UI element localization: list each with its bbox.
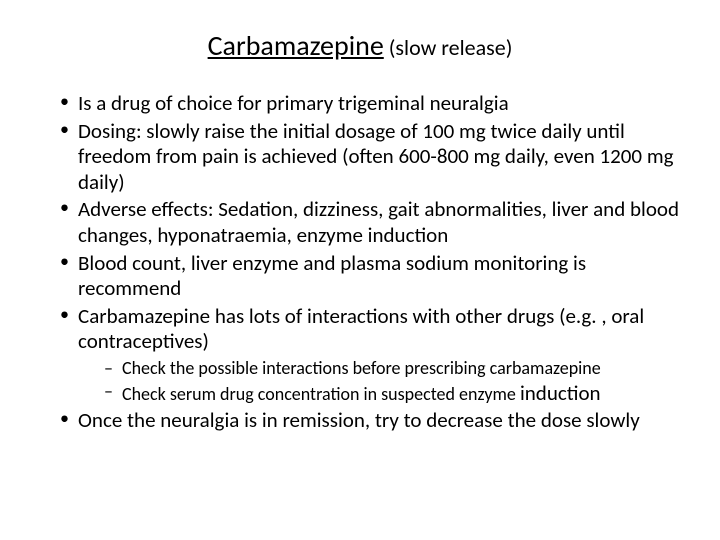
list-item: Adverse effects: Sedation, dizziness, ga…: [60, 197, 682, 248]
bullet-text: Blood count, liver enzyme and plasma sod…: [78, 250, 586, 302]
bullet-text: Once the neuralgia is in remission, try …: [78, 407, 640, 433]
bullet-text: Carbamazepine has lots of interactions w…: [78, 303, 644, 355]
title-main: Carbamazepine: [208, 28, 384, 63]
bullet-text: Is a drug of choice for primary trigemin…: [78, 90, 509, 116]
bullet-text: Adverse effects: Sedation, dizziness, ga…: [78, 196, 679, 248]
list-item: Check the possible interactions before p…: [104, 357, 682, 380]
sub-bullet-text: Check the possible interactions before p…: [122, 357, 601, 379]
sub-bullet-list: Check the possible interactions before p…: [78, 357, 682, 406]
list-item: Dosing: slowly raise the initial dosage …: [60, 119, 682, 196]
bullet-text: Dosing: slowly raise the initial dosage …: [78, 118, 673, 195]
title-sub: (slow release): [384, 34, 513, 61]
slide: Carbamazepine (slow release) Is a drug o…: [0, 0, 720, 540]
list-item: Once the neuralgia is in remission, try …: [60, 408, 682, 434]
sub-bullet-text: Check serum drug concentration in suspec…: [122, 383, 520, 405]
slide-title: Carbamazepine (slow release): [38, 28, 682, 63]
list-item: Is a drug of choice for primary trigemin…: [60, 91, 682, 117]
sub-bullet-emph: induction: [520, 380, 601, 406]
list-item: Carbamazepine has lots of interactions w…: [60, 304, 682, 406]
list-item: Blood count, liver enzyme and plasma sod…: [60, 251, 682, 302]
bullet-list: Is a drug of choice for primary trigemin…: [38, 91, 682, 433]
list-item: Check serum drug concentration in suspec…: [104, 380, 682, 406]
